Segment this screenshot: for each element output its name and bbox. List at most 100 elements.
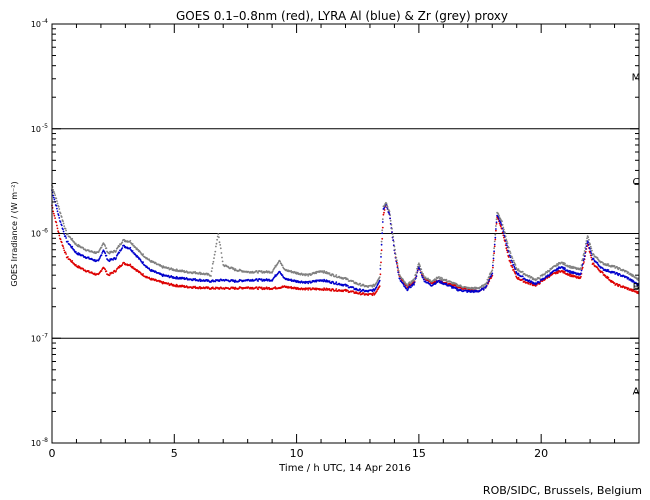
data-point [564,267,566,270]
data-point [290,285,292,288]
data-point [596,256,599,259]
data-point [271,271,273,274]
data-point [330,282,333,285]
data-point [62,245,64,248]
data-point [592,253,595,256]
data-point [137,248,140,251]
data-point [511,261,514,264]
data-point [82,247,85,249]
data-point [407,284,409,287]
data-point [131,250,134,252]
data-point [585,240,588,242]
data-point [505,238,508,241]
y-tick-exponent: -4 [42,18,48,25]
data-point [371,294,374,297]
data-point [493,240,496,243]
data-point [315,272,318,275]
data-point [71,245,74,248]
data-point [495,225,497,227]
data-point [583,250,586,252]
data-point [330,289,333,292]
data-point [148,267,151,270]
data-point [413,283,415,286]
data-point [268,286,270,289]
data-point [315,280,318,283]
data-point [383,209,386,211]
data-point [485,281,488,284]
data-point [219,244,222,246]
data-point [396,259,398,262]
data-point [221,256,223,259]
x-tick-label: 10 [290,447,304,460]
data-point [328,288,331,290]
data-point [378,285,381,287]
data-point [572,270,574,273]
data-point [52,212,55,215]
data-point [539,277,541,279]
data-point [123,244,126,247]
data-point [584,242,587,245]
y-axis-label: GOES Irradiance / (W m⁻²) [10,181,19,286]
flare-class-label: C [633,177,640,188]
data-point [501,220,503,223]
data-point [495,223,498,225]
data-point [491,272,494,275]
data-point [548,269,551,272]
data-point [129,246,132,249]
data-point [495,228,497,230]
data-point [53,214,56,217]
data-point [422,278,425,281]
data-point [55,197,58,200]
data-point [619,267,621,270]
data-point [602,261,604,264]
data-point [586,237,588,240]
data-point [117,252,119,255]
data-point [62,230,65,233]
data-point [528,279,531,282]
data-point [133,252,135,254]
data-point [389,217,391,220]
data-point [517,272,520,275]
data-point [493,245,496,248]
data-point [592,263,595,265]
data-point [69,244,72,247]
data-point [441,281,443,283]
data-point [52,189,55,191]
data-point [56,210,59,213]
flare-class-labels: A B C M [632,72,641,397]
data-point [330,274,333,277]
data-point [456,283,459,286]
data-point [424,280,427,282]
data-point [587,241,590,244]
data-point [415,271,418,274]
data-point [381,221,384,223]
data-point [490,277,492,280]
data-point [58,217,61,219]
data-point [325,289,327,291]
flare-class-gridlines [52,128,639,339]
data-point [392,235,395,238]
data-point [502,226,505,229]
data-point [495,221,498,224]
data-point [211,286,214,289]
data-point [490,275,492,278]
data-point [504,235,507,238]
data-point [410,282,412,284]
data-point [62,222,65,225]
data-point [332,288,335,291]
data-point [507,256,510,258]
data-point [167,267,170,269]
data-point [499,222,502,224]
data-point [473,288,475,290]
data-point [607,276,610,279]
data-point [445,282,448,285]
y-tick-label: 10 [31,125,41,134]
data-point [580,269,583,272]
data-point [183,269,186,272]
data-point [105,247,108,250]
data-point [405,287,408,290]
chart-title: GOES 0.1–0.8nm (red), LYRA Al (blue) & Z… [176,9,508,23]
data-point [381,229,384,232]
data-point [513,261,516,264]
data-point [100,246,103,249]
